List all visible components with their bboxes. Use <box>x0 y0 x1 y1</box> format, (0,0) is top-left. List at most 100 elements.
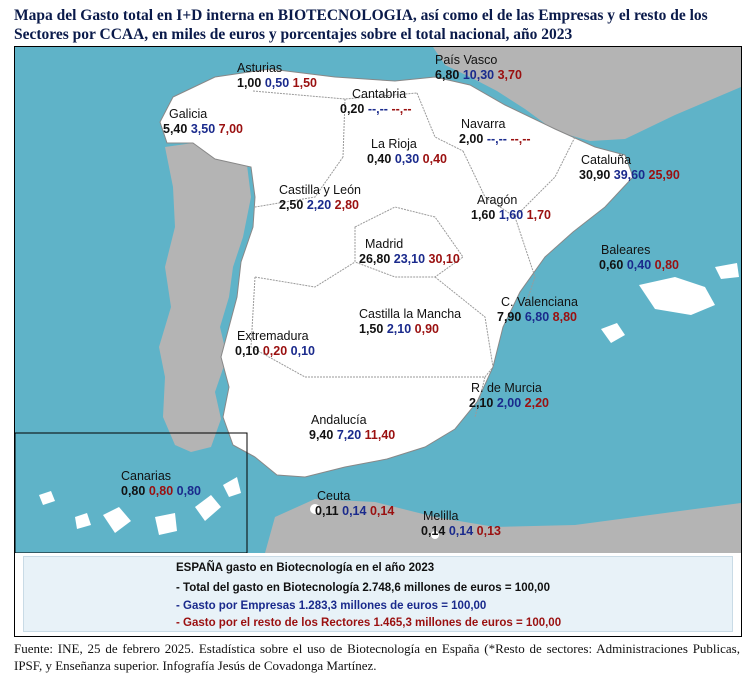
region-name: Baleares <box>601 243 651 257</box>
total-value: 30,90 <box>579 168 611 182</box>
region-navarra: Navarra 2,00 --,-- --,-- <box>459 117 531 147</box>
total-value: 0,20 <box>340 102 365 116</box>
ibiza-island <box>601 323 625 343</box>
region-pais-vasco: País Vasco 6,80 10,30 3,70 <box>435 53 522 83</box>
summary-panel: ESPAÑA gasto en Biotecnología en el año … <box>14 553 742 637</box>
resto-value: 2,20 <box>524 396 549 410</box>
region-cataluna: Cataluña 30,90 39,60 25,90 <box>579 153 680 183</box>
region-aragon: Aragón 1,60 1,60 1,70 <box>471 193 551 223</box>
summary-empresas-line: - Gasto por Empresas 1.283,3 millones de… <box>176 600 487 612</box>
canary-island <box>195 495 221 521</box>
region-name: Asturias <box>237 61 283 75</box>
region-castilla-la-mancha: Castilla la Mancha 1,50 2,10 0,90 <box>359 307 461 337</box>
empresas-value: --,-- <box>486 132 507 146</box>
empresas-value: 2,20 <box>306 198 332 212</box>
resto-value: --,-- <box>510 132 531 146</box>
region-name: Melilla <box>423 509 459 523</box>
resto-value: 0,40 <box>422 152 447 166</box>
resto-value: 3,70 <box>497 68 522 82</box>
region-name: La Rioja <box>371 137 417 151</box>
empresas-value: 6,80 <box>524 310 550 324</box>
menorca-island <box>715 263 739 279</box>
region-name: Castilla la Mancha <box>359 307 462 321</box>
resto-value: 1,50 <box>292 76 317 90</box>
canary-island <box>155 513 177 535</box>
total-value: 2,10 <box>469 396 494 410</box>
region-name: Galicia <box>169 107 208 121</box>
empresas-value: 7,20 <box>336 428 362 442</box>
resto-value: 0,10 <box>290 344 315 358</box>
region-borders <box>250 90 576 418</box>
region-andalucia: Andalucía 9,40 7,20 11,40 <box>309 413 395 443</box>
region-name: Cantabria <box>352 87 407 101</box>
total-value: 2,00 <box>459 132 484 146</box>
map-drawing <box>15 47 741 553</box>
empresas-value: --,-- <box>367 102 388 116</box>
region-name: Canarias <box>121 469 172 483</box>
ceuta-point <box>310 504 320 514</box>
total-value: 5,40 <box>163 122 188 136</box>
empresas-value: 2,00 <box>496 396 522 410</box>
total-value: 1,00 <box>237 76 262 90</box>
resto-value: 1,70 <box>526 208 551 222</box>
resto-value: 30,10 <box>428 252 460 266</box>
africa-landmass <box>265 499 741 553</box>
france-landmass <box>433 47 741 141</box>
canarias-inset-frame <box>15 432 248 553</box>
source-note: Fuente: INE, 25 de febrero 2025. Estadís… <box>14 641 740 673</box>
region-melilla: Melilla 0,14 0,14 0,13 <box>421 509 501 539</box>
region-name: R. de Murcia <box>471 381 542 395</box>
empresas-value: 0,40 <box>626 258 652 272</box>
empresas-value: 23,10 <box>393 252 426 266</box>
empresas-value: 0,20 <box>262 344 288 358</box>
total-value: 6,80 <box>435 68 460 82</box>
region-asturias: Asturias 1,00 0,50 1,50 <box>237 61 317 91</box>
region-cantabria: Cantabria 0,20 --,-- --,-- <box>340 87 412 117</box>
empresas-value: 10,30 <box>462 68 495 82</box>
empresas-value: 39,60 <box>613 168 646 182</box>
portugal-landmass <box>159 143 251 452</box>
total-value: 7,90 <box>497 310 522 324</box>
summary-title: ESPAÑA gasto en Biotecnología en el año … <box>176 562 435 574</box>
region-baleares: Baleares 0,60 0,40 0,80 <box>599 243 679 273</box>
region-name: Navarra <box>461 117 506 131</box>
empresas-value: 0,14 <box>448 524 474 538</box>
empresas-value: 0,80 <box>148 484 174 498</box>
resto-value: 8,80 <box>552 310 577 324</box>
region-madrid: Madrid 26,80 23,10 30,10 <box>359 237 460 267</box>
region-la-rioja: La Rioja 0,40 0,30 0,40 <box>367 137 447 167</box>
region-name: Ceuta <box>317 489 351 503</box>
empresas-value: 1,60 <box>498 208 524 222</box>
region-murcia: R. de Murcia 2,10 2,00 2,20 <box>469 381 549 411</box>
canary-island <box>103 507 131 533</box>
melilla-point <box>431 531 439 539</box>
summary-resto-line: - Gasto por el resto de los Rectores 1.4… <box>176 617 562 629</box>
region-name: Castilla y León <box>279 183 361 197</box>
region-castilla-y-leon: Castilla y León 2,50 2,20 2,80 <box>279 183 361 213</box>
summary-total-line: - Total del gasto en Biotecnología 2.748… <box>176 582 550 594</box>
total-value: 0,10 <box>235 344 260 358</box>
total-value: 26,80 <box>359 252 391 266</box>
region-c-valenciana: C. Valenciana 7,90 6,80 8,80 <box>497 295 578 325</box>
region-name: C. Valenciana <box>501 295 578 309</box>
region-name: Madrid <box>365 237 404 251</box>
total-value: 9,40 <box>309 428 334 442</box>
total-value: 0,60 <box>599 258 624 272</box>
empresas-value: 3,50 <box>190 122 216 136</box>
resto-value: --,-- <box>391 102 412 116</box>
resto-value: 0,80 <box>654 258 679 272</box>
map-title: Mapa del Gasto total en I+D interna en B… <box>14 7 708 43</box>
resto-value: 25,90 <box>648 168 680 182</box>
canary-island <box>75 513 91 529</box>
total-value: 0,80 <box>121 484 146 498</box>
spain-mainland <box>159 68 634 478</box>
empresas-value: 2,10 <box>386 322 412 336</box>
region-canarias: Canarias 0,80 0,80 0,80 <box>121 469 201 499</box>
summary-box: ESPAÑA gasto en Biotecnología en el año … <box>23 556 733 632</box>
total-value: 1,60 <box>471 208 496 222</box>
region-name: Aragón <box>477 193 518 207</box>
resto-value: 0,13 <box>476 524 501 538</box>
total-value: 0,14 <box>421 524 446 538</box>
total-value: 0,11 <box>315 504 339 518</box>
resto-value: 0,14 <box>369 504 395 518</box>
